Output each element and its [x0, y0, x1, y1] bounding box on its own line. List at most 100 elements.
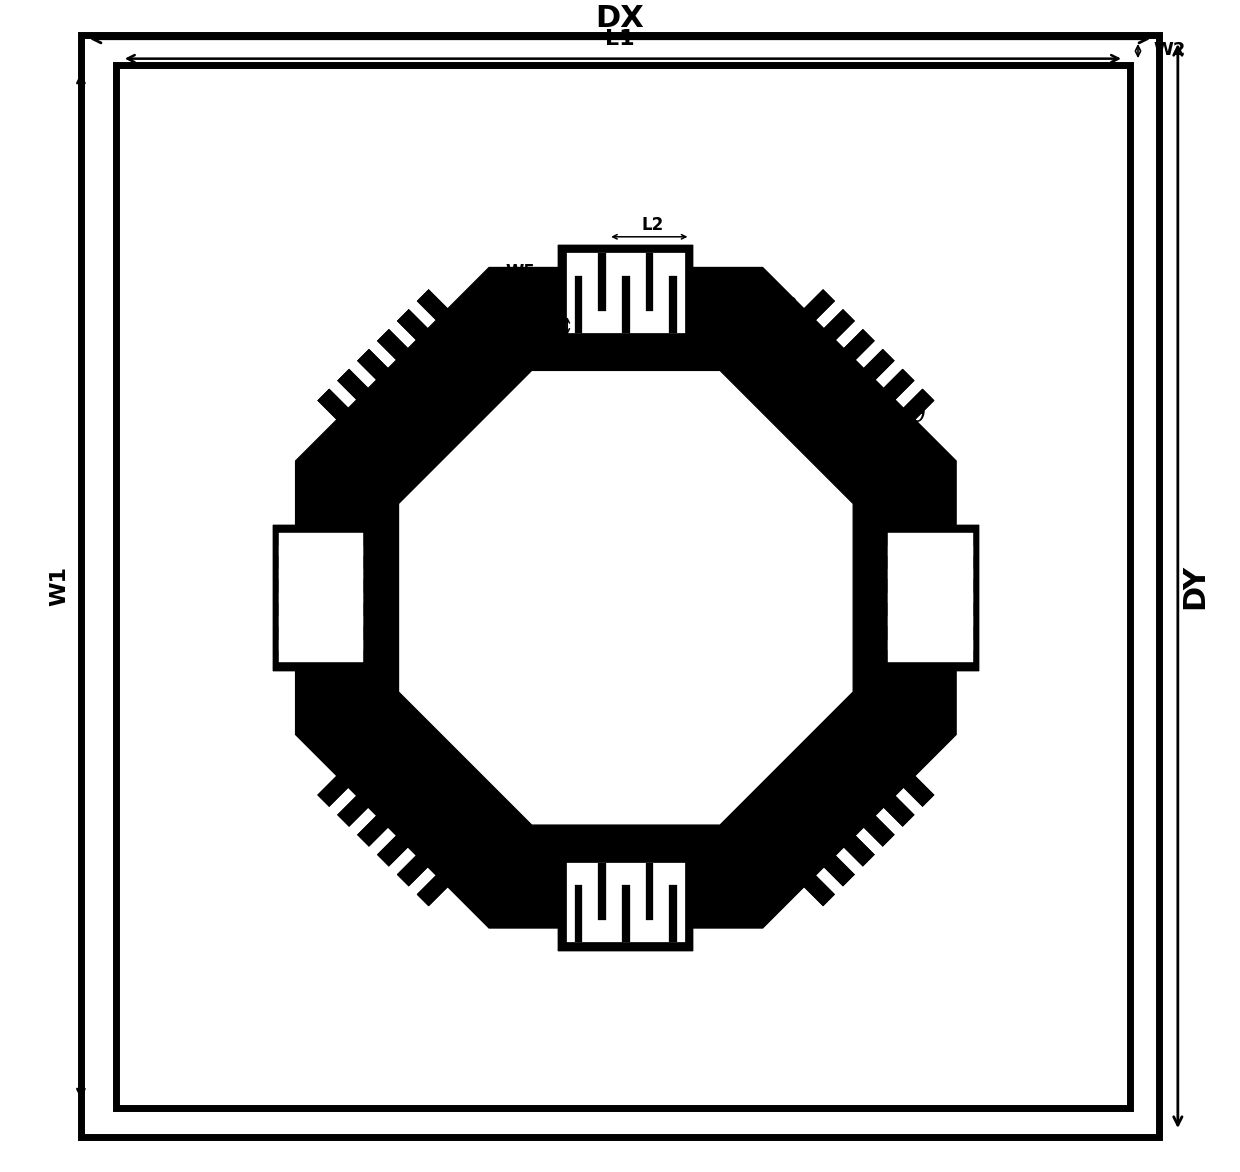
Polygon shape [599, 863, 606, 920]
Polygon shape [357, 349, 444, 435]
Polygon shape [848, 389, 934, 475]
Polygon shape [279, 570, 363, 579]
Polygon shape [337, 369, 424, 455]
Polygon shape [273, 525, 370, 672]
Polygon shape [883, 525, 978, 672]
Polygon shape [567, 863, 684, 942]
Polygon shape [279, 533, 363, 662]
Polygon shape [622, 885, 630, 942]
Polygon shape [599, 253, 606, 311]
Polygon shape [397, 800, 484, 886]
Polygon shape [888, 546, 973, 556]
Polygon shape [622, 885, 630, 942]
Polygon shape [417, 820, 503, 906]
Polygon shape [357, 349, 444, 435]
Polygon shape [279, 640, 363, 649]
Polygon shape [808, 349, 894, 435]
Polygon shape [279, 546, 363, 556]
Polygon shape [769, 800, 854, 886]
Polygon shape [417, 820, 503, 906]
Polygon shape [888, 616, 973, 626]
Polygon shape [670, 275, 677, 333]
Polygon shape [575, 885, 583, 942]
Polygon shape [828, 741, 914, 826]
Polygon shape [279, 593, 363, 602]
Polygon shape [888, 533, 973, 662]
Polygon shape [883, 525, 978, 672]
Polygon shape [558, 854, 693, 950]
Polygon shape [273, 525, 370, 672]
Polygon shape [848, 721, 934, 806]
Polygon shape [888, 640, 973, 649]
Polygon shape [357, 761, 444, 846]
Polygon shape [769, 309, 854, 396]
Polygon shape [575, 885, 583, 942]
Polygon shape [670, 885, 677, 942]
Polygon shape [828, 741, 914, 826]
Polygon shape [317, 721, 404, 806]
Text: L4: L4 [620, 345, 642, 363]
Polygon shape [828, 369, 914, 455]
Polygon shape [397, 309, 484, 396]
Text: L1: L1 [605, 29, 635, 49]
Polygon shape [558, 245, 693, 341]
Polygon shape [558, 854, 693, 950]
Polygon shape [337, 369, 424, 455]
Polygon shape [417, 289, 503, 376]
Polygon shape [749, 289, 835, 376]
Polygon shape [789, 329, 874, 415]
Polygon shape [670, 275, 677, 333]
PathPatch shape [295, 267, 956, 928]
Polygon shape [646, 253, 653, 311]
Polygon shape [377, 781, 464, 866]
Polygon shape [558, 245, 693, 341]
Polygon shape [279, 616, 363, 626]
Text: DX: DX [595, 5, 645, 33]
Polygon shape [377, 781, 464, 866]
Polygon shape [279, 640, 363, 649]
Polygon shape [397, 800, 484, 886]
Polygon shape [397, 309, 484, 396]
Polygon shape [279, 616, 363, 626]
Polygon shape [888, 593, 973, 602]
Text: W2: W2 [1153, 41, 1185, 59]
Polygon shape [646, 863, 653, 920]
Polygon shape [567, 253, 684, 333]
Polygon shape [567, 253, 684, 333]
Polygon shape [646, 253, 653, 311]
Text: DY: DY [1179, 564, 1209, 608]
Polygon shape [575, 275, 583, 333]
Polygon shape [789, 329, 874, 415]
Polygon shape [317, 389, 404, 475]
Text: L3: L3 [776, 295, 799, 314]
Polygon shape [317, 389, 404, 475]
Polygon shape [317, 721, 404, 806]
Polygon shape [377, 329, 464, 415]
Polygon shape [888, 533, 973, 662]
Polygon shape [749, 820, 835, 906]
Polygon shape [567, 863, 684, 942]
Text: W4: W4 [538, 304, 565, 318]
Polygon shape [646, 863, 653, 920]
Polygon shape [828, 369, 914, 455]
Polygon shape [848, 389, 934, 475]
Polygon shape [888, 640, 973, 649]
Text: $\theta$: $\theta$ [910, 407, 926, 427]
Polygon shape [622, 275, 630, 333]
Polygon shape [417, 289, 503, 376]
Text: W1: W1 [50, 566, 69, 606]
Polygon shape [808, 761, 894, 846]
Text: L2: L2 [641, 216, 663, 234]
Polygon shape [808, 349, 894, 435]
Polygon shape [888, 570, 973, 579]
Polygon shape [599, 863, 606, 920]
Polygon shape [888, 570, 973, 579]
Polygon shape [769, 309, 854, 396]
Polygon shape [888, 593, 973, 602]
Polygon shape [670, 885, 677, 942]
Text: W5: W5 [506, 263, 536, 281]
Polygon shape [749, 289, 835, 376]
Polygon shape [279, 593, 363, 602]
Polygon shape [377, 329, 464, 415]
Polygon shape [337, 741, 424, 826]
